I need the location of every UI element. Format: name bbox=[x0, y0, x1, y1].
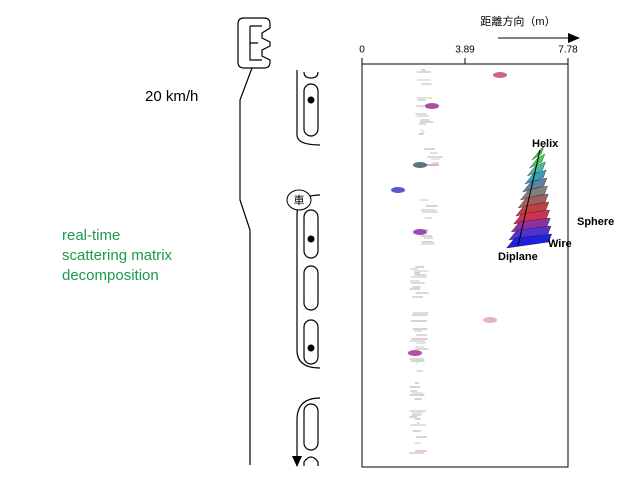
direction-arrow-head bbox=[292, 456, 302, 467]
legend-band bbox=[522, 177, 548, 193]
radar-image bbox=[391, 69, 507, 454]
echo-blob bbox=[413, 229, 427, 235]
echo-blob bbox=[413, 162, 427, 168]
echo-blob bbox=[408, 350, 422, 356]
tick-label: 7.78 bbox=[558, 45, 578, 56]
speed-label: 20 km/h bbox=[145, 88, 198, 105]
legend-band bbox=[513, 209, 550, 225]
legend-label: Helix bbox=[532, 138, 559, 150]
legend-band bbox=[515, 201, 550, 217]
road-sign-letter bbox=[249, 25, 262, 61]
legend-axis bbox=[517, 149, 541, 247]
echo-blob bbox=[391, 187, 405, 193]
vehicle-label: 車 bbox=[294, 193, 305, 207]
legend-label: Diplane bbox=[498, 251, 538, 263]
legend-band bbox=[519, 185, 548, 201]
lane-markings bbox=[296, 70, 321, 466]
echo-blob bbox=[483, 317, 497, 323]
legend-glyph bbox=[506, 145, 553, 249]
method-label: decomposition bbox=[62, 267, 159, 284]
legend-band bbox=[510, 217, 551, 233]
car-dot bbox=[307, 96, 315, 104]
tick-label: 0 bbox=[359, 45, 365, 56]
legend-label: Wire bbox=[548, 238, 572, 250]
road-edge bbox=[239, 67, 253, 465]
axis-title: 距離方向（m） bbox=[480, 14, 555, 28]
road-sign bbox=[237, 17, 271, 69]
legend-label: Sphere bbox=[577, 216, 614, 228]
legend-band bbox=[531, 145, 545, 161]
vehicle-badge bbox=[286, 189, 312, 211]
legend-band bbox=[524, 169, 547, 185]
method-label: scattering matrix bbox=[62, 247, 173, 264]
car-dot bbox=[307, 235, 315, 243]
axis-arrow-head bbox=[568, 33, 580, 43]
echo-blob bbox=[493, 72, 507, 78]
car-dot bbox=[307, 344, 315, 352]
legend-band bbox=[517, 193, 549, 209]
legend-band bbox=[508, 225, 552, 241]
echo-blob bbox=[425, 103, 439, 109]
method-label: real-time bbox=[62, 227, 120, 244]
legend-band bbox=[526, 161, 546, 177]
tick-label: 3.89 bbox=[455, 45, 475, 56]
